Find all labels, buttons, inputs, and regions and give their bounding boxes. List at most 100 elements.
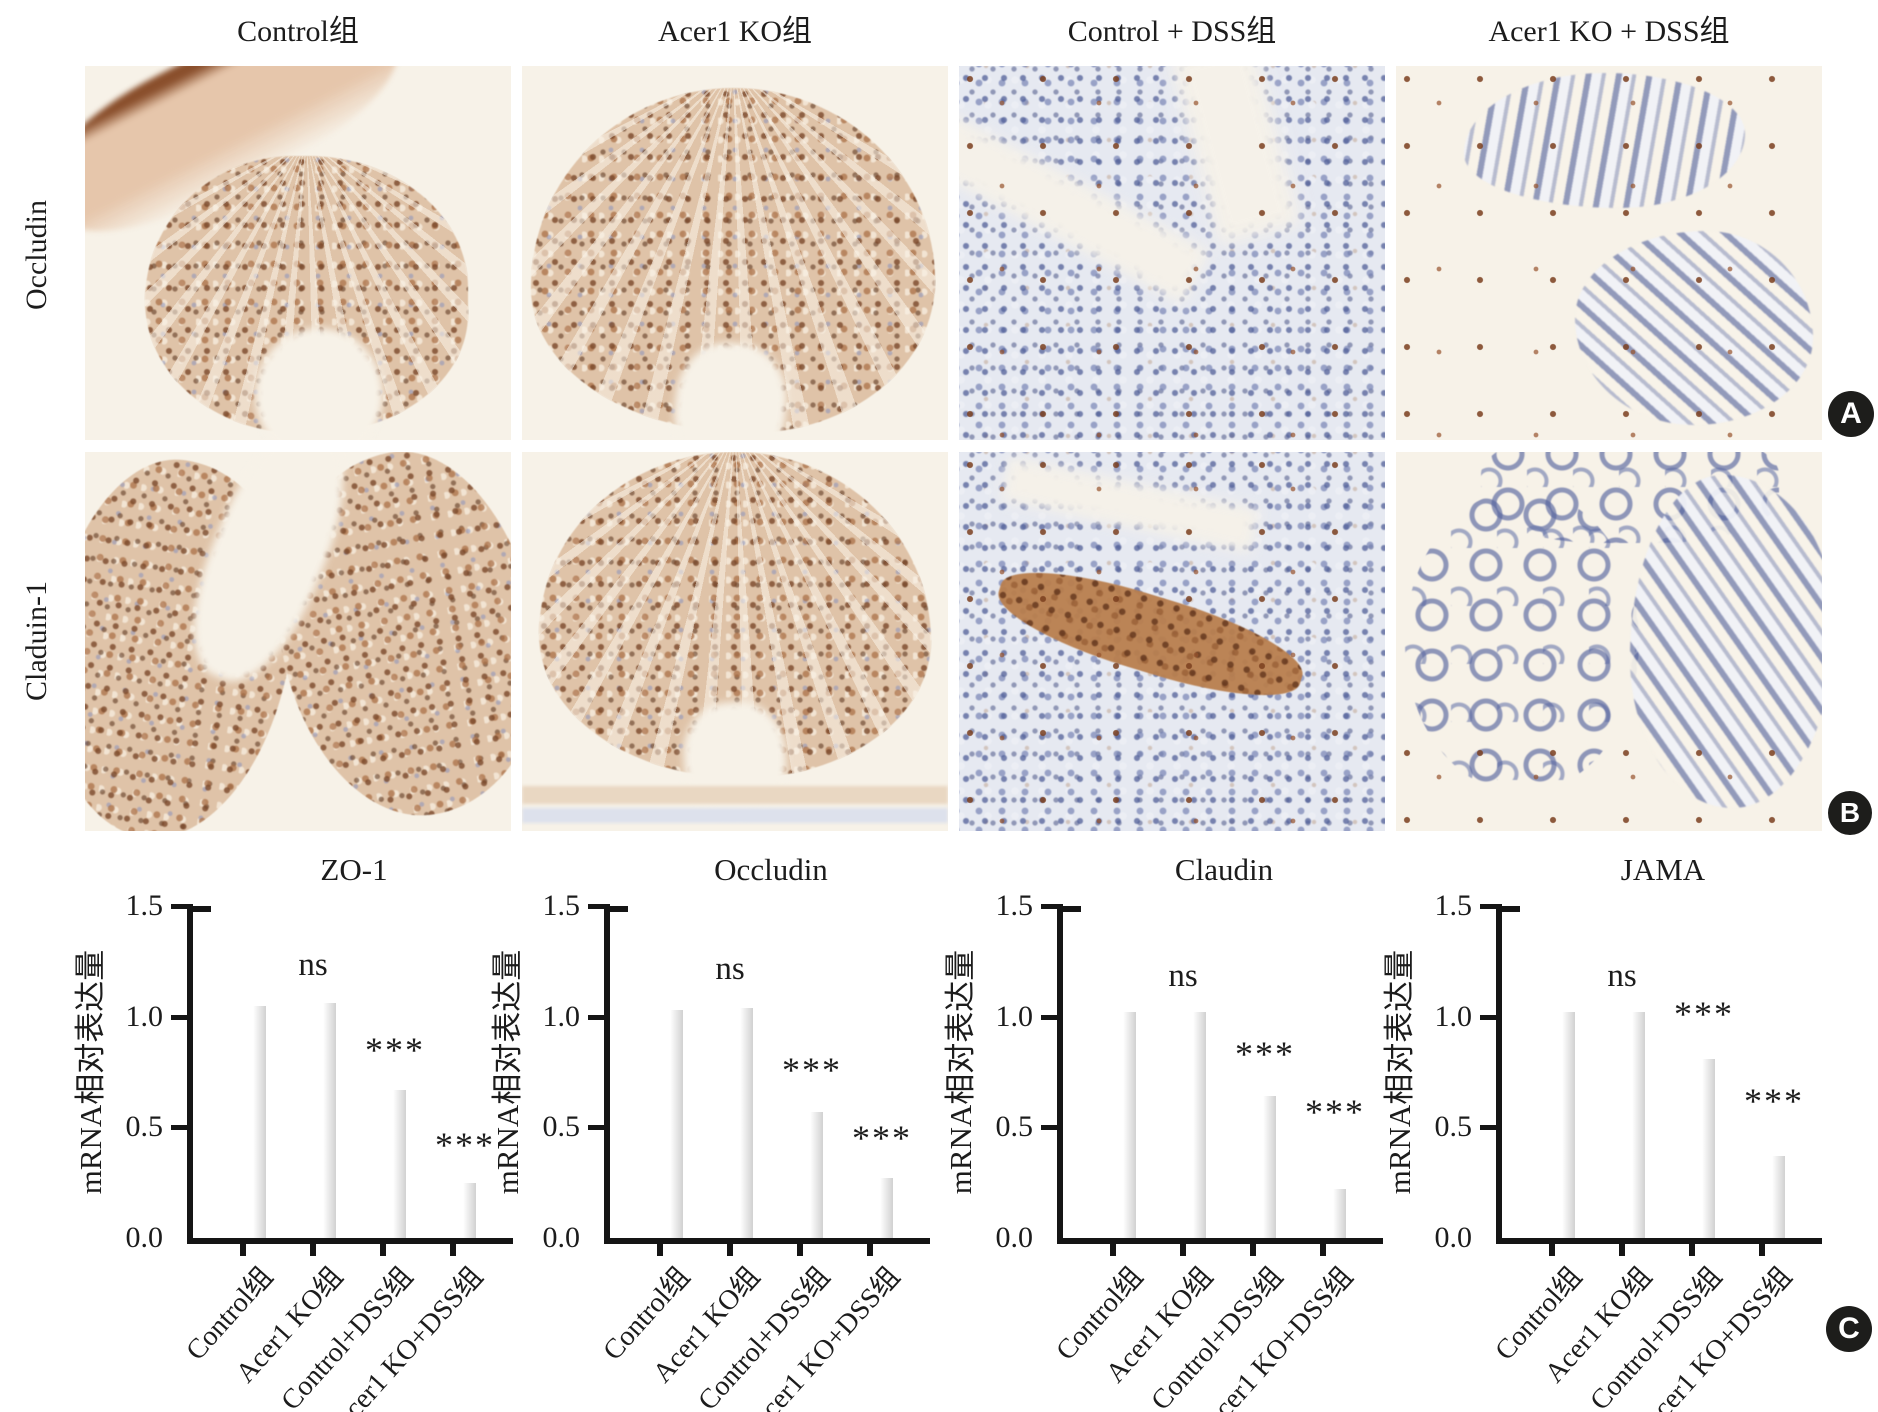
x-axis-line	[187, 1238, 513, 1244]
tissue-brown-specks	[959, 452, 1385, 831]
error-bar-cap	[789, 1096, 811, 1100]
x-tick-mark	[1250, 1242, 1256, 1256]
y-axis-top-stub	[193, 906, 211, 912]
y-axis-label: mRNA相对表达量	[943, 949, 978, 1195]
y-axis-line	[187, 904, 193, 1244]
y-tick-label: 0.5	[1434, 1110, 1473, 1144]
significance-label: ***	[782, 1049, 842, 1090]
significance-label: ***	[1744, 1080, 1804, 1121]
tissue-layer-strip	[522, 785, 948, 805]
bar-chart-jama: JAMA mRNA相对表达量 0.0 0.5 1.0 1.5 Control组 ns Acer1…	[1332, 850, 1852, 1412]
x-tick-mark	[310, 1242, 316, 1256]
y-tick-label: 0.0	[995, 1221, 1034, 1254]
error-bar-cap	[1541, 1005, 1563, 1009]
x-tick-mark	[1549, 1242, 1555, 1256]
x-axis-line	[604, 1238, 930, 1244]
x-axis-line	[1057, 1238, 1383, 1244]
significance-label: ns	[715, 951, 745, 988]
y-tick-label: 0.5	[995, 1110, 1034, 1144]
x-tick-mark	[797, 1242, 803, 1256]
significance-label: ***	[1235, 1034, 1295, 1075]
y-tick-label: 1.5	[125, 889, 164, 922]
y-tick-label: 0.0	[542, 1221, 581, 1254]
y-tick-mark	[171, 904, 187, 909]
row-label-claduin-1: Claduin-1	[20, 581, 53, 701]
error-bar-cap	[719, 998, 741, 1002]
error-bar-cap	[232, 998, 254, 1002]
y-axis-label: mRNA相对表达量	[1382, 949, 1417, 1195]
bar-Control+DSS组	[1669, 1058, 1715, 1238]
y-axis-line	[1057, 904, 1063, 1244]
ihc-image-claduin1-control-dss	[959, 452, 1385, 831]
error-bar-cap	[1102, 1005, 1124, 1009]
x-tick-mark	[380, 1242, 386, 1256]
chart-title: ZO-1	[320, 852, 388, 887]
chart-title: Occludin	[714, 852, 828, 887]
x-tick-mark	[1320, 1242, 1326, 1256]
error-bar-cap	[1312, 1138, 1334, 1142]
y-tick-mark	[588, 904, 604, 909]
y-tick-label: 1.5	[1434, 889, 1473, 922]
error-bar-cap	[1172, 1005, 1194, 1009]
significance-label: ***	[852, 1118, 912, 1159]
error-bar-cap	[1751, 1127, 1773, 1131]
y-tick-mark	[171, 1014, 187, 1020]
bar-Control组	[1090, 1012, 1136, 1238]
y-tick-label: 0.0	[125, 1221, 164, 1254]
x-tick-mark	[1110, 1242, 1116, 1256]
bar-Control+DSS组	[360, 1089, 406, 1238]
y-tick-label: 1.0	[125, 999, 164, 1033]
error-bar-cap	[649, 998, 671, 1002]
significance-label: ***	[1674, 994, 1734, 1035]
y-tick-label: 0.0	[1434, 1221, 1473, 1254]
chart-title: Claudin	[1174, 852, 1274, 887]
ihc-image-claduin1-acer1-ko	[522, 452, 948, 831]
y-axis-top-stub	[1063, 906, 1081, 912]
bar-Acer1 KO+DSS组	[430, 1182, 476, 1238]
column-header-acer1-ko-dss: Acer1 KO + DSS组	[1488, 15, 1730, 48]
bar-chart-occludin: Occludin mRNA相对表达量 0.0 0.5 1.0 1.5 Control组 ns A…	[440, 850, 960, 1412]
y-tick-mark	[1480, 904, 1496, 909]
significance-label: ns	[298, 946, 328, 983]
ihc-image-occludin-control-dss	[959, 66, 1385, 440]
panel-badge-b: B	[1828, 791, 1872, 835]
x-tick-mark	[1689, 1242, 1695, 1256]
y-tick-label: 1.0	[1434, 999, 1473, 1033]
row-label-occludin: Occludin	[20, 200, 53, 310]
y-tick-mark	[588, 1125, 604, 1131]
error-bar-cap	[1681, 1040, 1703, 1044]
bar-Acer1 KO组	[1599, 1012, 1645, 1238]
x-tick-mark	[727, 1242, 733, 1256]
bar-Control组	[637, 1010, 683, 1238]
bar-Control+DSS组	[1230, 1096, 1276, 1238]
y-axis-label: mRNA相对表达量	[490, 949, 525, 1195]
error-bar-cap	[372, 1076, 394, 1080]
x-tick-mark	[1180, 1242, 1186, 1256]
tissue-brown-specks	[959, 66, 1385, 440]
column-header-control: Control组	[237, 15, 359, 48]
x-tick-mark	[657, 1242, 663, 1256]
bar-Acer1 KO+DSS组	[1739, 1156, 1785, 1238]
bar-Control+DSS组	[777, 1111, 823, 1238]
ihc-image-claduin1-acer1-ko-dss	[1396, 452, 1822, 831]
error-bar-cap	[1611, 1005, 1633, 1009]
y-tick-mark	[171, 1125, 187, 1131]
bar-Acer1 KO组	[1160, 1012, 1206, 1238]
y-axis-top-stub	[1502, 906, 1520, 912]
error-bar-cap	[302, 994, 324, 998]
tissue-lumen	[255, 327, 384, 440]
chart-title: JAMA	[1620, 852, 1706, 887]
y-tick-mark	[1041, 904, 1057, 909]
ihc-image-occludin-acer1-ko-dss	[1396, 66, 1822, 440]
significance-label: ***	[435, 1124, 495, 1165]
significance-label: ***	[1305, 1091, 1365, 1132]
bar-chart-claudin: Claudin mRNA相对表达量 0.0 0.5 1.0 1.5 Control组 ns Ac…	[893, 850, 1413, 1412]
error-bar-cap	[859, 1164, 881, 1168]
y-tick-label: 1.0	[542, 999, 581, 1033]
column-header-control-dss: Control + DSS组	[1067, 15, 1277, 48]
ihc-image-occludin-control	[85, 66, 511, 440]
bar-Acer1 KO组	[707, 1007, 753, 1238]
y-axis-top-stub	[610, 906, 628, 912]
y-axis-line	[1496, 904, 1502, 1244]
